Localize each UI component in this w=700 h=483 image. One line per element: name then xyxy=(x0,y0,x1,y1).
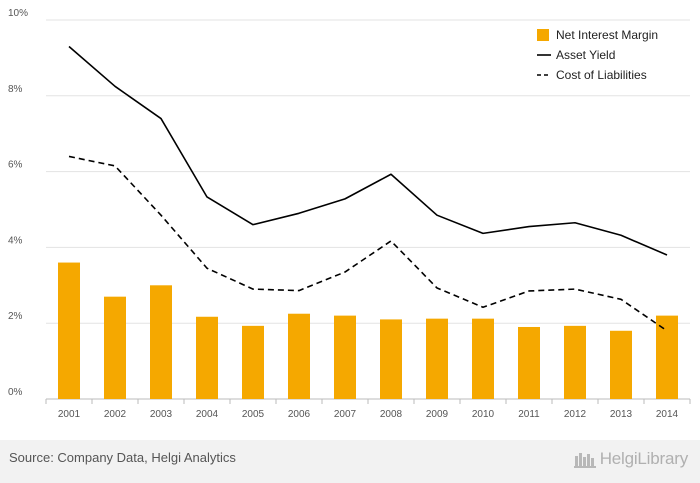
brand-logo: HelgiLibrary xyxy=(573,449,689,469)
x-tick-label: 2014 xyxy=(656,409,679,420)
bar xyxy=(58,262,80,399)
legend-label: Asset Yield xyxy=(556,48,615,62)
bar xyxy=(518,326,540,399)
bar xyxy=(288,313,310,399)
x-tick-label: 2010 xyxy=(472,409,495,420)
x-tick-label: 2002 xyxy=(104,409,127,420)
x-tick-label: 2001 xyxy=(58,409,81,420)
bar xyxy=(242,325,264,399)
y-tick-label: 2% xyxy=(8,311,23,322)
x-tick-label: 2005 xyxy=(242,409,265,420)
x-tick-label: 2003 xyxy=(150,409,173,420)
y-tick-label: 0% xyxy=(8,387,23,398)
x-tick-label: 2004 xyxy=(196,409,219,420)
bar xyxy=(196,316,218,399)
legend-swatch xyxy=(537,29,549,41)
source-note: Source: Company Data, Helgi Analytics xyxy=(9,450,236,465)
x-tick-label: 2006 xyxy=(288,409,311,420)
chart-plot: 0% 2% 4% 6% 8% 10% 2001 2002 2003 2004 2005 2006 200… xyxy=(8,8,691,420)
bar xyxy=(150,285,172,399)
y-tick-label: 4% xyxy=(8,235,23,246)
y-tick-label: 8% xyxy=(8,84,23,95)
y-tick-label: 10% xyxy=(8,8,28,19)
x-tick-label: 2013 xyxy=(610,409,633,420)
bar xyxy=(564,325,586,399)
bar xyxy=(334,315,356,399)
bar xyxy=(104,296,126,399)
legend-label: Net Interest Margin xyxy=(556,28,658,42)
bar xyxy=(656,315,678,399)
bar xyxy=(610,330,632,399)
bar xyxy=(426,318,448,399)
legend-label: Cost of Liabilities xyxy=(556,68,647,82)
library-icon xyxy=(573,450,596,468)
x-tick-label: 2008 xyxy=(380,409,403,420)
series-line xyxy=(68,45,668,256)
brand-name: HelgiLibrary xyxy=(599,449,689,468)
bar xyxy=(472,318,494,399)
x-tick-label: 2012 xyxy=(564,409,587,420)
x-tick-label: 2007 xyxy=(334,409,357,420)
y-tick-label: 6% xyxy=(8,160,23,171)
x-tick-label: 2009 xyxy=(426,409,449,420)
x-tick-label: 2011 xyxy=(518,409,540,420)
bar xyxy=(380,319,402,399)
